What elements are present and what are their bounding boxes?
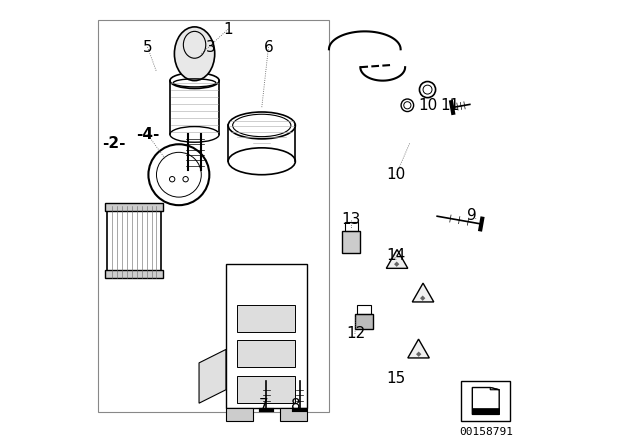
Bar <box>237 376 296 403</box>
Polygon shape <box>387 250 408 268</box>
Bar <box>344 222 358 231</box>
Polygon shape <box>490 388 499 390</box>
Text: 5: 5 <box>143 39 152 55</box>
Bar <box>237 340 296 367</box>
Text: 11: 11 <box>440 98 460 113</box>
Bar <box>99 20 329 412</box>
Text: 8: 8 <box>291 398 300 413</box>
Bar <box>108 206 161 278</box>
Polygon shape <box>199 349 226 403</box>
Bar <box>105 203 163 211</box>
Bar <box>226 264 307 408</box>
Text: 00158791: 00158791 <box>459 427 513 437</box>
Text: 14: 14 <box>387 248 406 263</box>
Text: 7: 7 <box>259 398 269 413</box>
Text: 3: 3 <box>205 39 215 55</box>
Bar <box>226 408 253 421</box>
Text: -2-: -2- <box>102 136 125 151</box>
Bar <box>472 408 499 414</box>
Bar <box>356 305 371 314</box>
Polygon shape <box>412 283 434 302</box>
Text: 13: 13 <box>342 212 361 227</box>
Text: ◆: ◆ <box>416 351 421 357</box>
Text: 6: 6 <box>264 39 273 55</box>
Bar <box>237 305 296 332</box>
Bar <box>105 270 163 278</box>
Text: -4-: -4- <box>136 127 159 142</box>
Text: 1: 1 <box>223 22 233 37</box>
Bar <box>355 314 373 329</box>
Polygon shape <box>408 339 429 358</box>
Bar <box>280 408 307 421</box>
Bar <box>461 381 511 421</box>
Ellipse shape <box>174 27 215 81</box>
Text: 12: 12 <box>346 326 365 341</box>
Text: 10: 10 <box>418 98 437 113</box>
Text: ◆: ◆ <box>394 261 400 267</box>
Text: ◆: ◆ <box>420 295 426 301</box>
Text: 9: 9 <box>467 207 477 223</box>
Text: 15: 15 <box>387 371 406 386</box>
Polygon shape <box>472 388 499 414</box>
Text: 10: 10 <box>387 167 406 182</box>
Bar <box>342 231 360 253</box>
